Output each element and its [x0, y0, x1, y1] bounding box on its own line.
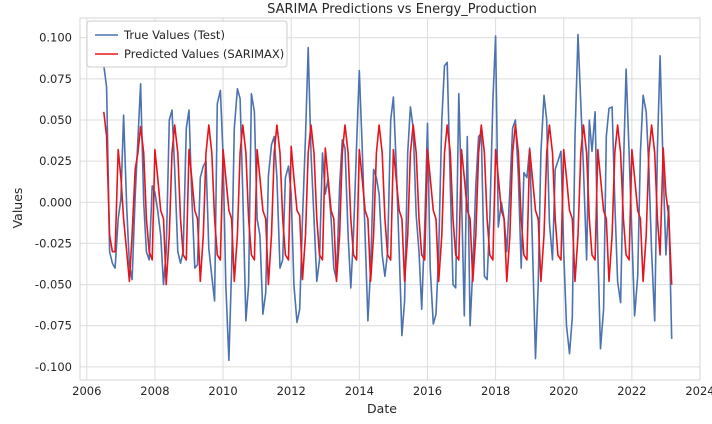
x-tick-label: 2022: [617, 384, 646, 398]
y-tick-label: -0.075: [35, 319, 72, 333]
y-tick-label: -0.050: [35, 278, 72, 292]
x-tick-label: 2014: [345, 384, 374, 398]
x-tick-label: 2006: [72, 384, 101, 398]
y-tick-label: -0.025: [35, 236, 72, 250]
legend-label-predicted-values: Predicted Values (SARIMAX): [124, 47, 284, 61]
predicted-values-line: [103, 111, 673, 286]
y-tick-label: 0.050: [39, 113, 72, 127]
y-axis-label: Values: [10, 188, 25, 229]
legend-label-true-values: True Values (Test): [123, 28, 225, 42]
plot-frame: [79, 17, 701, 381]
x-tick-label: 2024: [685, 384, 712, 398]
x-axis-label: Date: [367, 401, 397, 416]
chart-title: SARIMA Predictions vs Energy_Production: [267, 2, 537, 17]
tick-labels: 2006 2008 2010 2012 2014 2016 2018 2020 2022 2024…: [35, 31, 712, 398]
x-tick-label: 2010: [208, 384, 237, 398]
y-tick-label: -0.100: [35, 360, 72, 374]
y-tick-label: 0.000: [39, 195, 72, 209]
y-tick-label: 0.025: [39, 154, 72, 168]
x-tick-label: 2016: [413, 384, 442, 398]
legend: True Values (Test) Predicted Values (SAR…: [86, 20, 288, 68]
y-tick-label: 0.100: [39, 31, 72, 45]
legend-box: [86, 20, 288, 68]
x-tick-label: 2008: [140, 384, 169, 398]
series-lines: [103, 33, 673, 362]
y-tick-label: 0.075: [39, 72, 72, 86]
x-tick-label: 2018: [481, 384, 510, 398]
x-tick-label: 2012: [277, 384, 306, 398]
x-tick-label: 2020: [549, 384, 578, 398]
